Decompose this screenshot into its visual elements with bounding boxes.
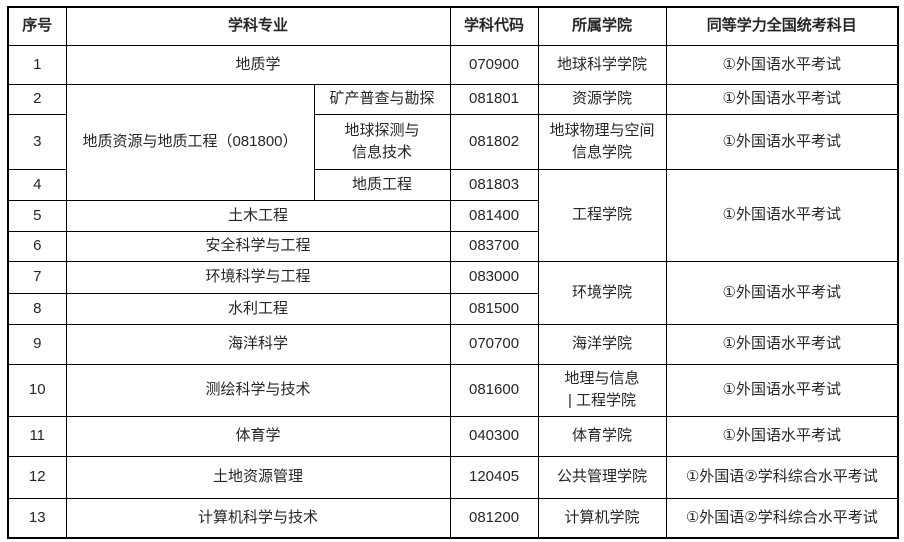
cell-code: 081803 (449, 168, 539, 201)
cell-exam: ①外国语②学科综合水平考试 (665, 497, 899, 539)
cell-seq: 10 (7, 363, 67, 417)
cell-seq: 3 (7, 113, 67, 170)
table-row: 11 体育学 040300 体育学院 ①外国语水平考试 (7, 415, 899, 457)
cell-seq: 6 (7, 230, 67, 262)
cell-code: 081801 (449, 83, 539, 115)
cell-group-college: 工程学院 (537, 168, 667, 262)
cell-code: 083000 (449, 260, 539, 294)
cell-major: 环境科学与工程 (65, 260, 451, 294)
table-header-row: 序号 学科专业 学科代码 所属学院 同等学力全国统考科目 (7, 6, 899, 46)
cell-exam: ①外国语水平考试 (665, 363, 899, 417)
table-row: 12 土地资源管理 120405 公共管理学院 ①外国语②学科综合水平考试 (7, 455, 899, 499)
header-college: 所属学院 (537, 6, 667, 46)
cell-college: 地球物理与空间 信息学院 (537, 113, 667, 170)
cell-college: 地理与信息 | 工程学院 (537, 363, 667, 417)
cell-major: 土木工程 (65, 199, 451, 232)
cell-code: 081600 (449, 363, 539, 417)
table-row: 13 计算机科学与技术 081200 计算机学院 ①外国语②学科综合水平考试 (7, 497, 899, 539)
cell-college: 地球科学学院 (537, 44, 667, 85)
cell-major: 体育学 (65, 415, 451, 457)
cell-code: 081200 (449, 497, 539, 539)
cell-college: 海洋学院 (537, 323, 667, 365)
table-row: 7 环境科学与工程 083000 环境学院 ①外国语水平考试 (7, 260, 899, 325)
cell-seq: 5 (7, 199, 67, 232)
cell-major: 海洋科学 (65, 323, 451, 365)
cell-seq: 7 (7, 260, 67, 294)
table-row: 3 地球探测与 信息技术 081802 地球物理与空间 信息学院 ①外国语水平考… (7, 113, 899, 170)
cell-seq: 8 (7, 292, 67, 325)
cell-sub-major: 矿产普查与勘探 (313, 83, 451, 115)
cell-seq: 11 (7, 415, 67, 457)
cell-seq: 13 (7, 497, 67, 539)
header-code: 学科代码 (449, 6, 539, 46)
header-major: 学科专业 (65, 6, 451, 46)
table-row: 1 地质学 070900 地球科学学院 ①外国语水平考试 (7, 44, 899, 85)
table-row: 5 土木工程 081400 (7, 199, 898, 232)
cell-exam: ①外国语水平考试 (665, 415, 899, 457)
cell-exam: ①外国语水平考试 (665, 44, 899, 85)
cell-seq: 1 (7, 44, 67, 85)
header-no: 序号 (7, 6, 67, 46)
cell-major: 安全科学与工程 (65, 230, 451, 262)
cell-college: 计算机学院 (537, 497, 667, 539)
cell-major: 水利工程 (65, 292, 451, 325)
cell-sub-major: 地球探测与 信息技术 (313, 113, 451, 170)
cell-group-exam: ①外国语水平考试 (665, 168, 899, 262)
table-row: 4 地质工程 081803 工程学院 ①外国语水平考试 (7, 168, 899, 262)
subjects-table: 序号 学科专业 学科代码 所属学院 同等学力全国统考科目 1 地质学 07090… (7, 6, 900, 539)
cell-code: 040300 (449, 415, 539, 457)
cell-seq: 9 (7, 323, 67, 365)
cell-code: 070900 (449, 44, 539, 85)
cell-major: 测绘科学与技术 (65, 363, 451, 417)
cell-major: 地质学 (65, 44, 451, 85)
cell-seq: 4 (7, 168, 67, 201)
cell-code: 081400 (449, 199, 539, 232)
cell-code: 083700 (449, 230, 539, 262)
cell-exam: ①外国语水平考试 (665, 113, 899, 170)
cell-exam: ①外国语水平考试 (665, 323, 899, 365)
cell-college: 公共管理学院 (537, 455, 667, 499)
cell-exam: ①外国语水平考试 (665, 83, 899, 115)
cell-college: 资源学院 (537, 83, 667, 115)
cell-major: 计算机科学与技术 (65, 497, 451, 539)
cell-code: 070700 (449, 323, 539, 365)
cell-code: 081802 (449, 113, 539, 170)
cell-seq: 12 (7, 455, 67, 499)
cell-group-college: 环境学院 (537, 260, 667, 325)
cell-group-exam: ①外国语水平考试 (665, 260, 899, 325)
cell-code: 120405 (449, 455, 539, 499)
cell-exam: ①外国语②学科综合水平考试 (665, 455, 899, 499)
cell-major: 土地资源管理 (65, 455, 451, 499)
table-row: 2 地质资源与地质工程（081800） 矿产普查与勘探 081801 资源学院 … (7, 83, 899, 201)
table-row: 9 海洋科学 070700 海洋学院 ①外国语水平考试 (7, 323, 899, 365)
cell-college: 体育学院 (537, 415, 667, 457)
cell-group-major: 地质资源与地质工程（081800） (65, 83, 315, 201)
cell-code: 081500 (449, 292, 539, 325)
table-row: 10 测绘科学与技术 081600 地理与信息 | 工程学院 ①外国语水平考试 (7, 363, 899, 417)
header-exam: 同等学力全国统考科目 (665, 6, 899, 46)
cell-seq: 2 (7, 83, 67, 115)
cell-sub-major: 地质工程 (313, 168, 451, 201)
